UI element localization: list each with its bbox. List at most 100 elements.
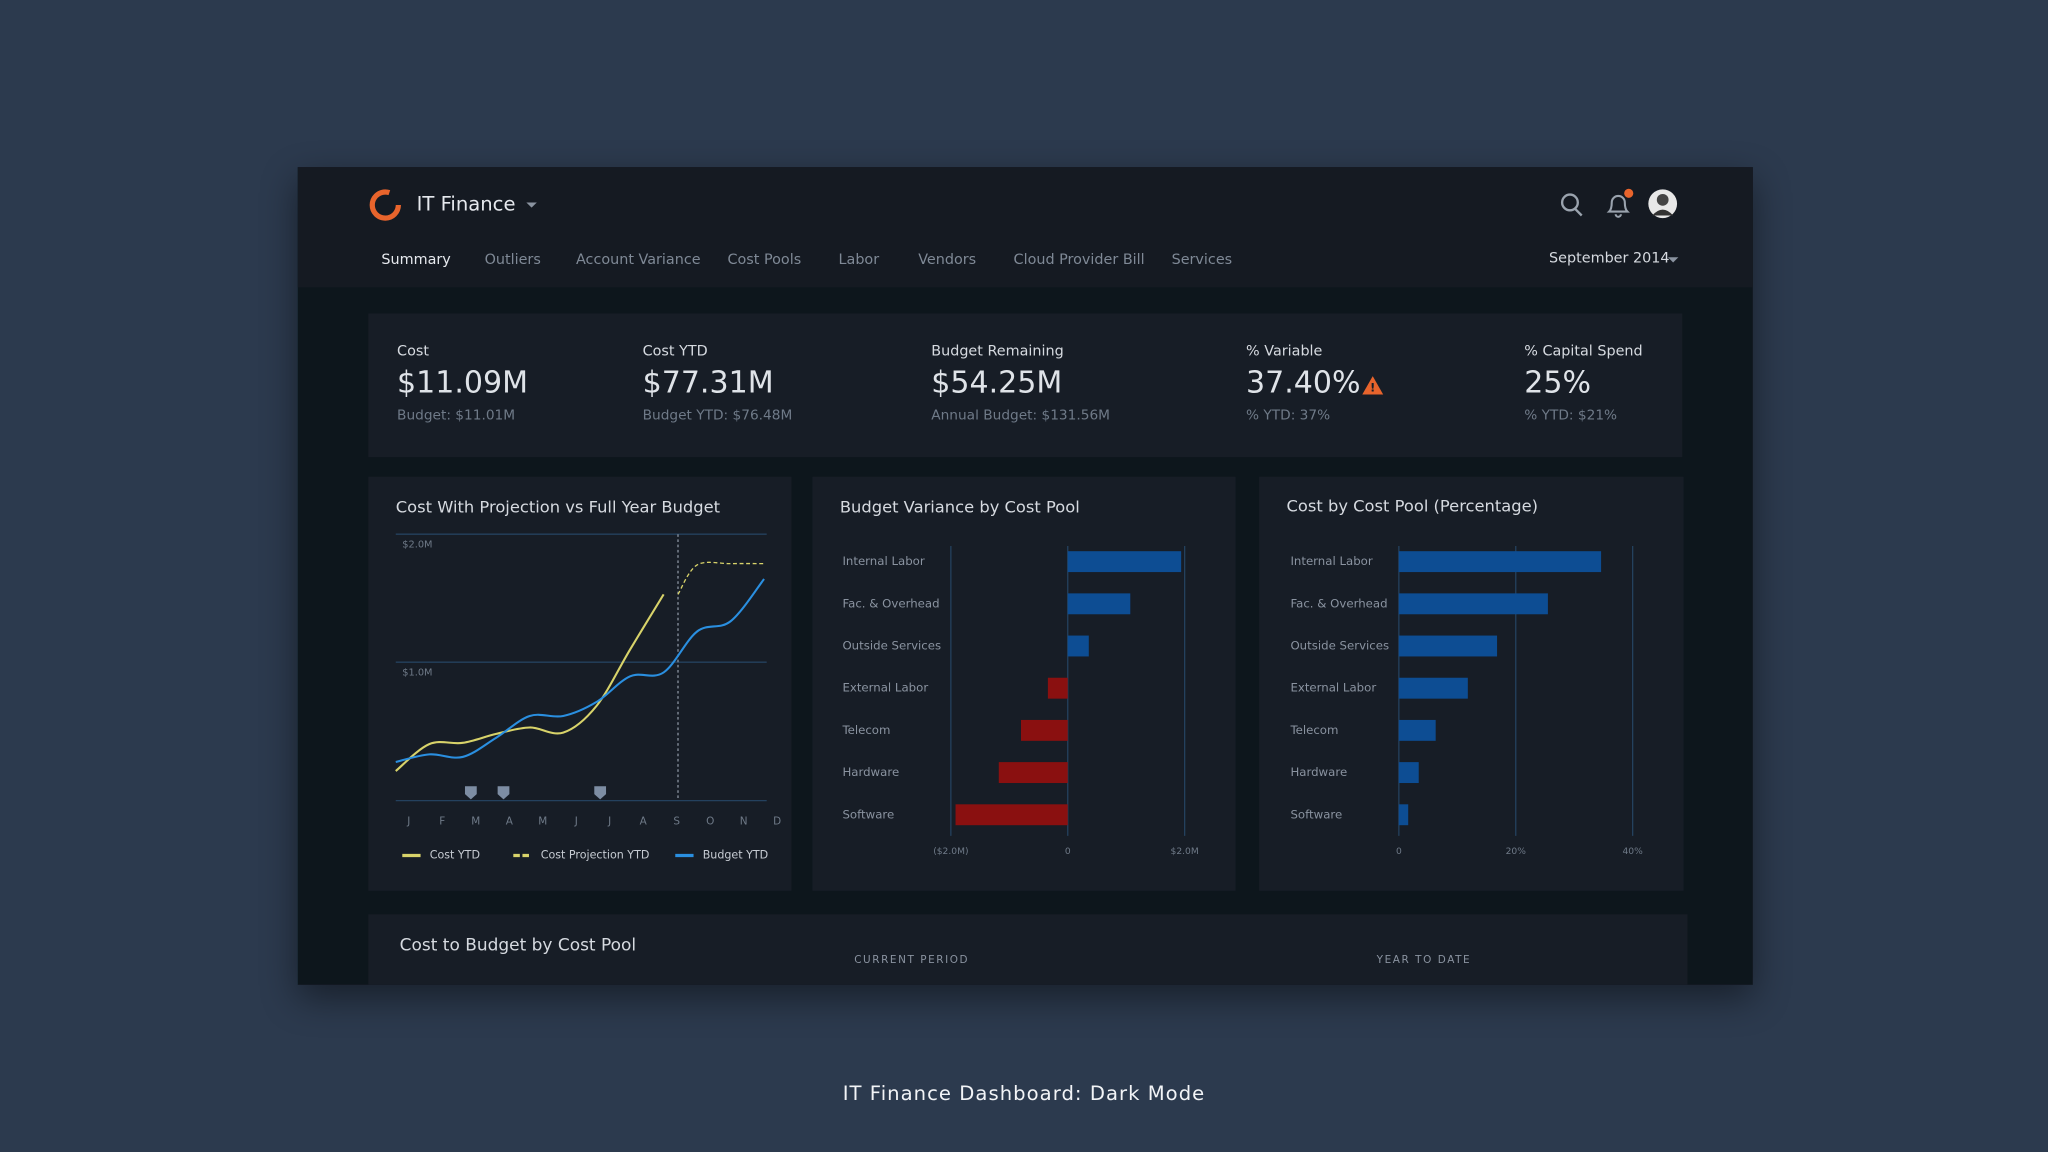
y-tick-label: Software (842, 807, 894, 821)
y-tick-label: Fac. & Overhead (1290, 596, 1387, 610)
y-tick-label: External Labor (1290, 681, 1376, 695)
nav-item[interactable]: Vendors (918, 252, 976, 268)
nav-item[interactable]: Cloud Provider Bill (1014, 252, 1145, 268)
x-tick-label: F (439, 816, 445, 828)
legend-label: Cost YTD (430, 849, 480, 862)
x-tick-label: $2.0M (1171, 847, 1199, 857)
x-tick-label: 40% (1623, 847, 1644, 857)
x-tick-label: M (471, 816, 480, 828)
nav-item[interactable]: Account Variance (576, 252, 701, 268)
bar (1067, 551, 1182, 573)
x-tick-label: ($2.0M) (933, 847, 968, 857)
period-select[interactable]: September 2014 (1549, 251, 1669, 267)
chart-panel (1259, 476, 1684, 891)
y-tick-label: Software (1290, 807, 1342, 821)
nav-item[interactable]: Labor (839, 252, 880, 268)
kpi-value: 37.40% (1246, 365, 1361, 400)
bar (1020, 719, 1068, 741)
legend-label: Cost Projection YTD (541, 849, 650, 862)
chart-title: Cost With Projection vs Full Year Budget (396, 498, 720, 517)
bar (1398, 551, 1602, 573)
x-tick-label: 0 (1065, 847, 1071, 857)
search-icon[interactable] (1560, 193, 1583, 217)
kpi-value: $77.31M (643, 365, 774, 400)
table-panel (368, 914, 1688, 985)
bar (955, 804, 1068, 826)
x-tick-label: D (773, 816, 781, 828)
kpi-label: % Capital Spend (1524, 343, 1642, 359)
app-name[interactable]: IT Finance (417, 193, 516, 216)
y-tick-label: $1.0M (402, 668, 432, 679)
y-tick-label: Outside Services (842, 639, 941, 653)
y-tick-label: External Labor (842, 681, 928, 695)
y-tick-label: Hardware (1290, 765, 1347, 779)
nav-item[interactable]: Summary (381, 252, 451, 268)
y-tick-label: Outside Services (1290, 639, 1389, 653)
x-tick-label: S (673, 816, 680, 828)
kpi-label: Cost (397, 343, 429, 359)
kpi-sub: % YTD: 37% (1246, 407, 1330, 423)
bar (1047, 677, 1068, 699)
series-line (677, 561, 765, 595)
caption: IT Finance Dashboard: Dark Mode (843, 1082, 1206, 1105)
x-tick-label: 20% (1506, 847, 1527, 857)
x-tick-label: M (538, 816, 547, 828)
kpi-sub: % YTD: $21% (1524, 407, 1617, 423)
y-tick-label: Internal Labor (842, 554, 924, 568)
bar (1398, 804, 1409, 826)
series-line (395, 578, 765, 764)
bar (1398, 593, 1548, 615)
kpi-sub: Annual Budget: $131.56M (931, 407, 1110, 423)
table-title: Cost to Budget by Cost Pool (400, 936, 636, 956)
avatar[interactable] (1648, 189, 1678, 219)
warning-glyph: ! (1370, 380, 1375, 394)
y-tick-label: Fac. & Overhead (842, 596, 939, 610)
column-header: YEAR TO DATE (1376, 954, 1472, 966)
kpi-label: Cost YTD (643, 343, 708, 359)
chart-title: Cost by Cost Pool (Percentage) (1287, 496, 1539, 515)
bar (1398, 719, 1436, 741)
chart-title: Budget Variance by Cost Pool (840, 498, 1080, 517)
nav: Summary Outliers Account Variance Cost Pool… (381, 252, 1232, 268)
kpi-value: $11.09M (397, 365, 528, 400)
legend-label: Budget YTD (703, 849, 769, 862)
series-line (395, 593, 665, 772)
kpi-row: Cost $11.09M Budget: $11.01M Cost YTD $77.31… (397, 343, 1643, 423)
chart-panel (368, 476, 792, 891)
warning-icon (1362, 376, 1384, 395)
nav-item[interactable]: Cost Pools (728, 252, 802, 268)
bar (998, 762, 1068, 784)
y-tick-label: Telecom (841, 723, 890, 737)
nav-item[interactable]: Services (1172, 252, 1233, 268)
x-tick-label: N (740, 816, 748, 828)
kpi-label: % Variable (1246, 343, 1323, 359)
x-tick-label: A (640, 816, 648, 828)
kpi-label: Budget Remaining (931, 343, 1063, 359)
y-tick-label: Telecom (1289, 723, 1338, 737)
logo (369, 189, 401, 221)
x-tick-label: O (706, 816, 714, 828)
app-caret[interactable] (526, 202, 537, 208)
bar (1398, 762, 1419, 784)
x-tick-label: J (574, 816, 578, 828)
notifications-icon[interactable] (1606, 188, 1634, 218)
bar (1067, 593, 1131, 615)
x-tick-label: A (506, 816, 514, 828)
y-tick-label: Hardware (842, 765, 899, 779)
event-markers (464, 786, 607, 800)
bar (1067, 635, 1089, 657)
x-tick-label: 0 (1396, 847, 1402, 857)
x-tick-label: J (406, 816, 410, 828)
period-caret[interactable] (1667, 257, 1679, 263)
kpi-value: 25% (1524, 365, 1591, 400)
nav-item[interactable]: Outliers (485, 252, 541, 268)
y-tick-label: Internal Labor (1290, 554, 1372, 568)
x-tick-label: J (607, 816, 611, 828)
column-header: CURRENT PERIOD (854, 954, 969, 966)
bar (1398, 635, 1498, 657)
top-bar (297, 167, 1753, 288)
kpi-sub: Budget: $11.01M (397, 407, 515, 423)
kpi-panel (368, 313, 1683, 458)
